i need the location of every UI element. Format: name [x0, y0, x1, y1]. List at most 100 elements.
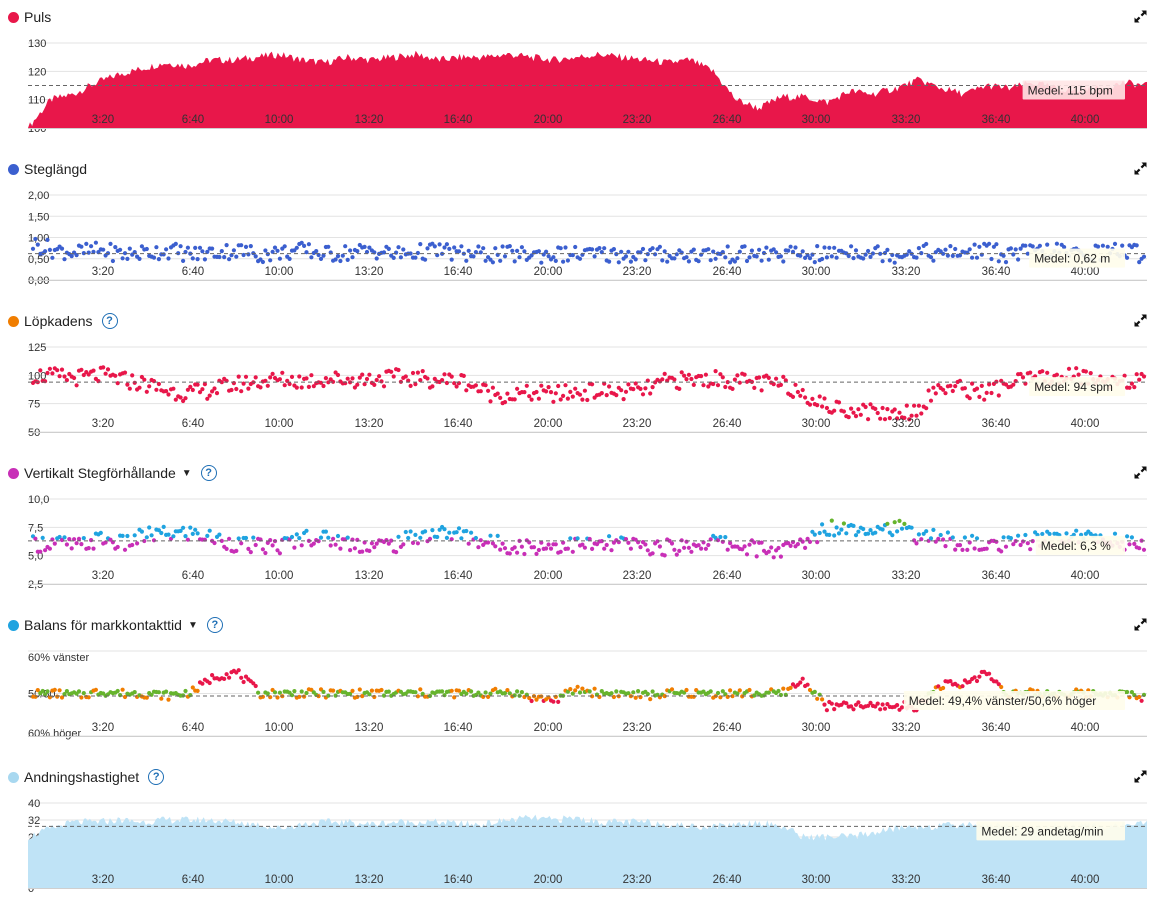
data-point — [289, 374, 295, 379]
data-point — [577, 392, 583, 397]
data-point — [333, 257, 338, 262]
data-point — [728, 260, 733, 265]
data-point — [846, 415, 851, 420]
data-point — [631, 387, 636, 392]
x-tick-label: 16:40 — [444, 114, 473, 126]
help-icon[interactable]: ? — [101, 313, 118, 329]
average-label: Medel: 0,62 m — [1029, 248, 1125, 268]
chart-svg: 1001101201303:206:4010:0013:2016:4020:00… — [28, 38, 1147, 135]
expand-icon[interactable] — [1134, 162, 1147, 175]
data-point — [159, 696, 164, 701]
data-point — [464, 388, 469, 393]
data-point — [43, 692, 48, 697]
data-point — [793, 382, 798, 387]
average-label: Medel: 115 bpm — [1022, 80, 1125, 100]
data-point — [863, 252, 868, 257]
data-point — [960, 547, 965, 552]
data-point — [885, 702, 890, 707]
data-point — [142, 377, 147, 382]
data-point — [93, 240, 98, 245]
data-point — [277, 377, 282, 382]
data-point — [410, 540, 416, 545]
data-point — [989, 390, 994, 396]
y-tick-label: 130 — [28, 38, 46, 50]
help-icon[interactable]: ? — [206, 617, 223, 633]
data-point — [33, 536, 38, 541]
data-point — [490, 541, 495, 546]
data-point — [914, 541, 919, 546]
data-point — [957, 253, 963, 258]
data-point — [669, 541, 675, 546]
data-point — [367, 245, 372, 250]
data-point — [205, 533, 210, 538]
y-tick-label: 1,00 — [28, 233, 49, 245]
data-point — [219, 249, 224, 254]
data-point — [1008, 246, 1014, 251]
chart-panel-stegl-ngd: 0,00 0,50 1,00 1,50 2,00 3:20 6:40 10:00 13:20 16… — [0, 152, 1157, 304]
data-point — [345, 535, 350, 540]
data-point — [793, 245, 798, 250]
data-point — [195, 688, 200, 693]
data-point — [609, 548, 614, 553]
data-point — [970, 255, 975, 260]
data-point — [781, 686, 786, 691]
data-point — [713, 256, 718, 261]
data-point — [924, 406, 929, 411]
data-point — [665, 259, 670, 264]
data-point — [737, 249, 742, 254]
data-point — [803, 545, 808, 550]
data-point — [887, 416, 892, 421]
data-point — [800, 249, 805, 254]
data-point — [948, 244, 953, 249]
data-point — [212, 540, 217, 546]
data-point — [193, 527, 198, 532]
data-point — [185, 245, 190, 250]
data-point — [565, 258, 571, 263]
expand-icon[interactable] — [1134, 618, 1147, 631]
data-point — [200, 681, 205, 686]
data-point — [575, 684, 580, 689]
data-point — [326, 693, 331, 698]
data-point — [91, 368, 96, 373]
data-point — [512, 693, 517, 698]
expand-icon[interactable] — [1134, 770, 1147, 783]
data-point — [999, 549, 1004, 554]
data-point — [713, 369, 718, 374]
data-point — [684, 539, 689, 544]
data-point — [268, 258, 273, 263]
expand-icon[interactable] — [1134, 10, 1147, 23]
data-point — [1137, 694, 1142, 700]
data-point — [899, 526, 905, 531]
caret-down-icon[interactable]: ▼ — [187, 619, 198, 631]
data-point — [464, 528, 469, 534]
data-point — [570, 253, 575, 258]
data-point — [960, 684, 965, 689]
data-point — [144, 246, 149, 252]
data-point — [456, 526, 462, 531]
expand-icon[interactable] — [1134, 314, 1147, 327]
data-point — [1020, 375, 1026, 380]
data-point — [156, 528, 161, 533]
data-point — [994, 242, 999, 247]
x-tick-label: 40:00 — [1071, 570, 1100, 582]
data-point — [798, 253, 803, 258]
data-point — [747, 255, 752, 260]
x-tick-label: 23:20 — [623, 266, 652, 278]
x-tick-label: 30:00 — [802, 418, 831, 430]
data-point — [413, 690, 418, 695]
data-point — [207, 528, 212, 533]
expand-icon[interactable] — [1134, 466, 1147, 479]
data-point — [662, 694, 667, 699]
data-point — [597, 246, 602, 251]
help-icon[interactable]: ? — [148, 769, 165, 785]
data-point — [488, 399, 493, 404]
help-icon[interactable]: ? — [200, 465, 217, 481]
data-point — [766, 549, 771, 554]
data-point — [553, 542, 558, 547]
data-point — [210, 389, 215, 394]
x-tick-label: 13:20 — [355, 114, 384, 126]
data-point — [529, 698, 534, 704]
data-point — [1020, 539, 1026, 544]
data-point — [974, 386, 980, 391]
caret-down-icon[interactable]: ▼ — [181, 467, 192, 479]
